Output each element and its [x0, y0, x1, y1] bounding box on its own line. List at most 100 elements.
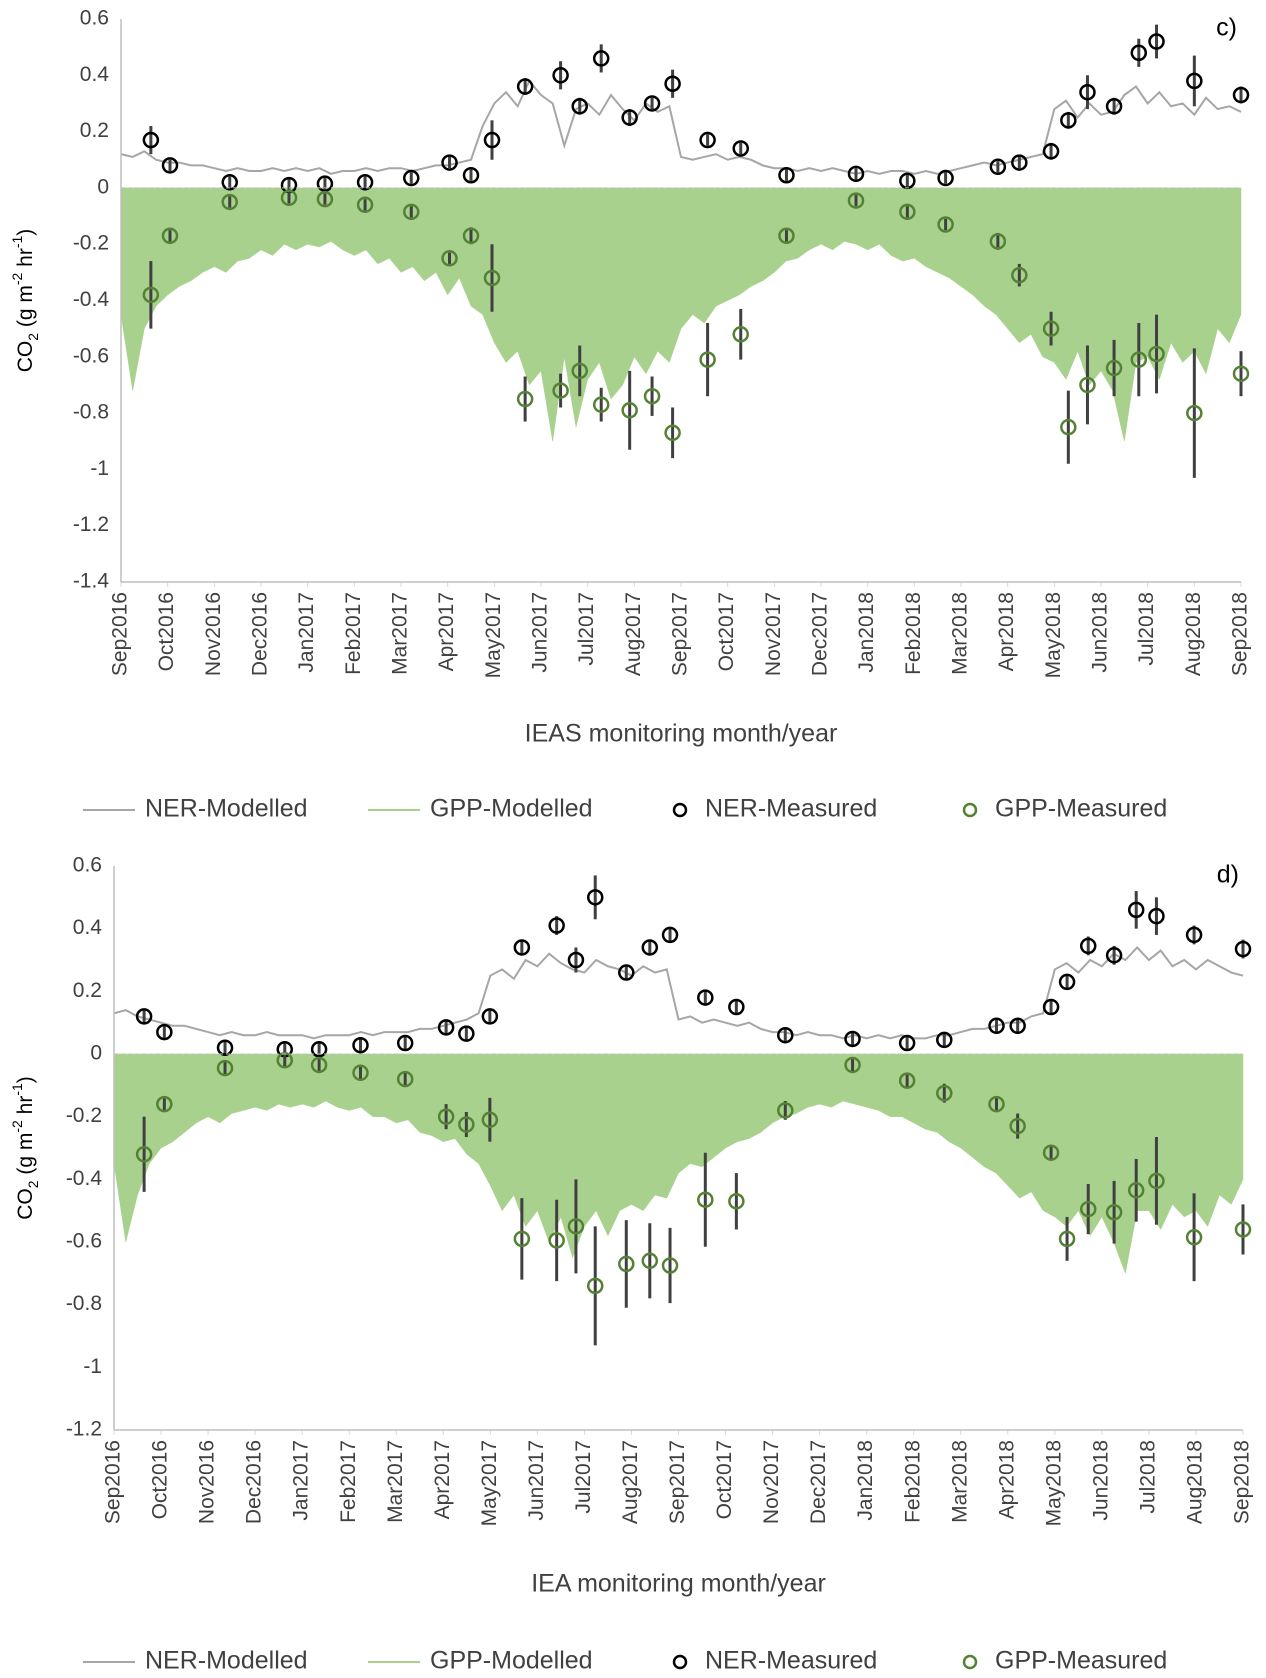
y-tick-label: -0.2 — [66, 1104, 102, 1127]
measured-point — [844, 1030, 861, 1048]
y-axis-title-part: -2 — [9, 272, 25, 285]
measured-point — [586, 1277, 604, 1295]
legend-label: GPP-Modelled — [430, 1647, 593, 1675]
measured-point — [316, 175, 334, 192]
measured-point — [586, 889, 604, 906]
measured-point — [664, 424, 681, 442]
y-axis-title-part: hr — [14, 248, 37, 273]
measured-point — [1234, 1221, 1252, 1238]
legend-label: GPP-Measured — [995, 1647, 1167, 1675]
y-tick-label: -1 — [83, 1355, 102, 1378]
y-axis-title-part: ) — [14, 229, 37, 236]
measured-point — [899, 203, 916, 221]
y-tick-label: -0.6 — [73, 344, 109, 367]
measured-point — [618, 1255, 635, 1273]
measured-point — [462, 227, 480, 245]
x-tick-label: Nov2017 — [760, 1440, 783, 1524]
x-tick-label: Jul2018 — [1136, 1440, 1159, 1514]
x-tick-label: Apr2018 — [995, 1440, 1018, 1519]
measured-point — [618, 964, 635, 981]
measured-point — [481, 1111, 499, 1129]
y-tick-label: -1.2 — [73, 513, 109, 536]
measured-point — [513, 1230, 531, 1248]
measured-point — [548, 1232, 565, 1249]
y-tick-label: -0.2 — [73, 232, 109, 255]
measured-point — [221, 174, 238, 191]
measured-point — [1079, 1200, 1097, 1218]
x-tick-label: Mar2018 — [949, 592, 972, 675]
x-tick-label: Nov2017 — [762, 592, 785, 676]
x-tick-label: May2017 — [478, 1440, 501, 1526]
y-tick-label: -0.8 — [73, 401, 109, 424]
legend-label: NER-Measured — [705, 1647, 877, 1675]
measured-point — [135, 1146, 153, 1163]
ner-line — [113, 946, 1244, 1040]
measured-point — [777, 1102, 794, 1119]
x-tick-label: Sep2017 — [666, 1440, 689, 1524]
x-tick-label: May2018 — [1042, 1440, 1065, 1526]
x-tick-label: Sep2016 — [109, 592, 132, 676]
measured-point — [1058, 1230, 1076, 1248]
y-tick-label: -1.2 — [66, 1418, 102, 1441]
measured-point — [142, 286, 160, 304]
x-tick-label: Nov2016 — [196, 1440, 219, 1524]
y-tick-label: 0.6 — [80, 7, 109, 30]
measured-point — [641, 939, 659, 956]
legend-label: GPP-Modelled — [430, 795, 593, 823]
y-axis-title-part: (g m — [14, 285, 37, 333]
measured-point — [664, 75, 681, 92]
x-tick-label: Sep2018 — [1231, 1440, 1254, 1524]
measured-point — [847, 165, 865, 183]
measured-point — [516, 78, 534, 95]
y-tick-label: 0 — [90, 1042, 102, 1065]
x-tick-label: Oct2016 — [155, 592, 178, 671]
x-tick-label: Jan2018 — [855, 592, 878, 673]
x-tick-label: Mar2017 — [384, 1440, 407, 1523]
measured-point — [483, 131, 501, 149]
measured-point — [937, 216, 954, 233]
measured-point — [699, 131, 716, 149]
y-axis-title-part: CO — [14, 341, 37, 373]
x-tick-label: Sep2018 — [1229, 592, 1252, 676]
measured-point — [621, 109, 638, 126]
measured-point — [1105, 359, 1123, 377]
measured-point — [936, 1031, 953, 1049]
panel: 0.60.40.20-0.2-0.4-0.6-0.8-1-1.2-1.4Sep2… — [9, 7, 1252, 823]
measured-point — [844, 1056, 861, 1074]
measured-point — [643, 95, 661, 112]
x-tick-label: Jun2018 — [1089, 1440, 1112, 1521]
measured-point — [661, 1257, 679, 1274]
measured-point — [621, 402, 638, 419]
measured-point — [441, 250, 458, 267]
measured-point — [280, 189, 298, 207]
x-tick-label: Oct2017 — [713, 1440, 736, 1519]
y-tick-label: 0.2 — [80, 119, 109, 142]
x-tick-label: Jan2017 — [295, 592, 318, 673]
measured-point — [571, 362, 588, 380]
x-tick-label: Aug2018 — [1184, 1440, 1207, 1524]
measured-point — [1186, 72, 1203, 90]
measured-point — [592, 50, 610, 67]
y-axis-title: CO2 (g m-2 hr-1) — [9, 1076, 41, 1220]
measured-point — [1130, 44, 1148, 62]
measured-point — [728, 998, 745, 1016]
measured-point — [437, 1108, 455, 1125]
measured-point — [732, 140, 749, 157]
x-tick-label: Apr2017 — [435, 592, 458, 671]
legend-marker — [672, 1654, 688, 1670]
x-tick-label: Jul2018 — [1135, 592, 1158, 666]
measured-point — [1130, 351, 1148, 368]
measured-point — [567, 951, 585, 969]
x-tick-label: Sep2017 — [669, 592, 692, 676]
measured-point — [316, 190, 334, 208]
x-tick-label: Feb2018 — [902, 592, 925, 675]
measured-point — [1009, 1017, 1026, 1035]
measured-point — [462, 166, 480, 184]
measured-point — [1105, 947, 1123, 964]
panel-label: d) — [1217, 861, 1239, 889]
measured-point — [516, 390, 534, 408]
measured-point — [352, 1064, 369, 1082]
measured-point — [697, 989, 714, 1006]
measured-point — [699, 351, 716, 368]
